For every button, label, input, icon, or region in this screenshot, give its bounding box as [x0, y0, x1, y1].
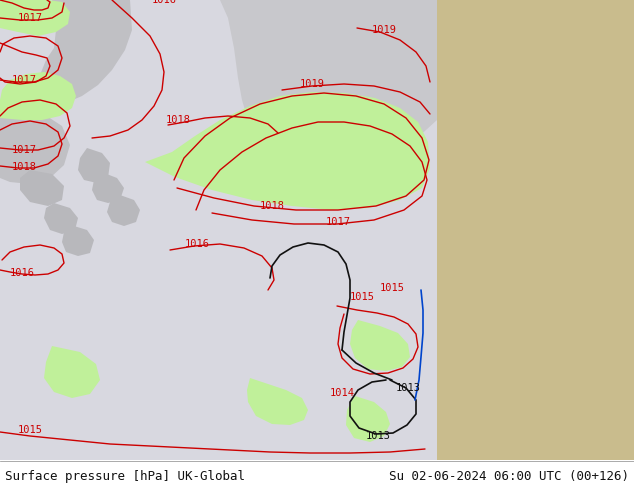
Polygon shape: [0, 108, 70, 184]
Polygon shape: [62, 226, 94, 256]
Polygon shape: [350, 320, 410, 371]
Text: 1018: 1018: [165, 115, 190, 125]
Polygon shape: [92, 173, 124, 203]
Text: 1015: 1015: [18, 425, 42, 435]
Polygon shape: [44, 346, 100, 398]
Text: 1018: 1018: [11, 162, 37, 172]
Polygon shape: [0, 0, 70, 36]
Text: 1017: 1017: [11, 145, 37, 155]
Text: 1016: 1016: [10, 268, 34, 278]
Text: 1013: 1013: [365, 431, 391, 441]
Text: 1019: 1019: [372, 25, 396, 35]
Text: 1013: 1013: [396, 383, 420, 393]
Polygon shape: [0, 0, 132, 102]
Polygon shape: [437, 0, 634, 460]
Polygon shape: [20, 170, 64, 206]
Polygon shape: [220, 0, 437, 164]
Polygon shape: [107, 195, 140, 226]
Text: 1015: 1015: [349, 292, 375, 302]
Polygon shape: [0, 72, 76, 120]
Polygon shape: [346, 396, 390, 442]
Polygon shape: [44, 203, 78, 234]
Text: 1017: 1017: [18, 13, 42, 23]
Text: 1017: 1017: [325, 217, 351, 227]
Text: 1014: 1014: [330, 388, 354, 398]
Text: 1016: 1016: [184, 239, 209, 249]
Text: 1015: 1015: [380, 283, 404, 293]
Polygon shape: [247, 378, 308, 425]
Text: 1016: 1016: [152, 0, 176, 5]
Polygon shape: [78, 148, 110, 183]
Text: Su 02-06-2024 06:00 UTC (00+126): Su 02-06-2024 06:00 UTC (00+126): [389, 469, 629, 483]
Text: Surface pressure [hPa] UK-Global: Surface pressure [hPa] UK-Global: [5, 469, 245, 483]
Text: 1018: 1018: [259, 201, 285, 211]
Text: 1019: 1019: [299, 79, 325, 89]
Polygon shape: [145, 92, 430, 210]
Text: 1017: 1017: [11, 75, 37, 85]
